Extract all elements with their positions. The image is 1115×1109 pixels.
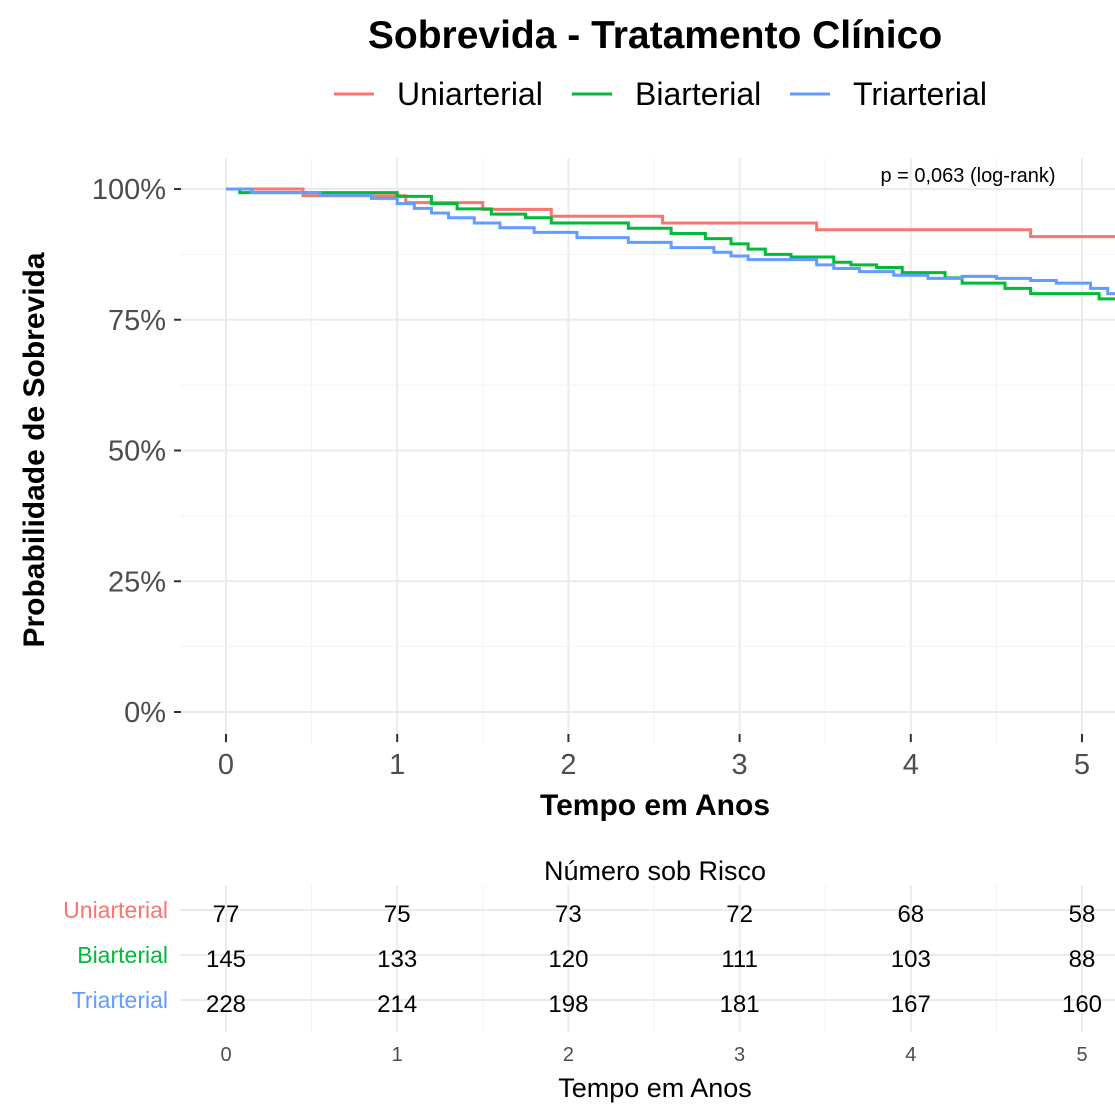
risk-table-title: Número sob Risco xyxy=(544,856,766,886)
risk-x-tick-label: 5 xyxy=(1076,1044,1087,1066)
risk-value: 181 xyxy=(720,991,760,1018)
risk-value: 145 xyxy=(206,946,246,973)
plot-grid xyxy=(180,158,1115,744)
risk-value: 88 xyxy=(1069,946,1096,973)
risk-table-x-title: Tempo em Anos xyxy=(558,1073,752,1103)
legend-label-biarterial: Biarterial xyxy=(635,76,761,112)
risk-value: 120 xyxy=(548,946,588,973)
risk-value: 160 xyxy=(1062,991,1102,1018)
x-tick-label: 4 xyxy=(903,749,919,781)
legend-label-triarterial: Triarterial xyxy=(853,76,987,112)
risk-value: 133 xyxy=(377,946,417,973)
x-tick-label: 5 xyxy=(1074,749,1090,781)
risk-x-tick-label: 4 xyxy=(905,1044,916,1066)
x-tick-label: 1 xyxy=(389,749,405,781)
plot-lines xyxy=(226,187,1115,301)
risk-value: 167 xyxy=(891,991,931,1018)
risk-value: 68 xyxy=(897,901,924,928)
risk-value: 198 xyxy=(548,991,588,1018)
y-tick-label: 50% xyxy=(108,436,166,468)
series-line-triarterial xyxy=(226,187,1115,296)
risk-value: 103 xyxy=(891,946,931,973)
legend-label-uniarterial: Uniarterial xyxy=(397,76,543,112)
y-tick-label: 100% xyxy=(92,174,166,206)
legend: Uniarterial Biarterial Triarterial xyxy=(334,76,987,112)
risk-row-label-biarterial: Biarterial xyxy=(77,942,168,968)
risk-value: 77 xyxy=(213,901,240,928)
y-tick-label: 0% xyxy=(124,697,166,729)
risk-value: 58 xyxy=(1069,901,1096,928)
risk-value: 75 xyxy=(384,901,411,928)
risk-x-tick-label: 2 xyxy=(563,1044,574,1066)
x-tick-label: 2 xyxy=(560,749,576,781)
x-tick-label: 0 xyxy=(218,749,234,781)
x-tick-label: 3 xyxy=(732,749,748,781)
y-tick-label: 75% xyxy=(108,305,166,337)
y-tick-label: 25% xyxy=(108,566,166,598)
risk-x-tick-label: 3 xyxy=(734,1044,745,1066)
risk-row-label-triarterial: Triarterial xyxy=(72,987,168,1013)
risk-row-label-uniarterial: Uniarterial xyxy=(63,897,168,923)
risk-x-tick-label: 1 xyxy=(392,1044,403,1066)
risk-value: 73 xyxy=(555,901,582,928)
risk-value: 228 xyxy=(206,991,246,1018)
p-value-annotation: p = 0,063 (log-rank) xyxy=(880,165,1055,187)
risk-value: 111 xyxy=(721,946,757,973)
chart-title: Sobrevida - Tratamento Clínico xyxy=(368,14,942,57)
risk-x-tick-label: 0 xyxy=(220,1044,231,1066)
plot-axes: 0% 25% 50% 75% 100% 0 1 2 3 4 5 xyxy=(92,174,1090,781)
risk-value: 214 xyxy=(377,991,417,1018)
x-axis-title: Tempo em Anos xyxy=(540,789,770,822)
y-axis-title: Probabilidade de Sobrevida xyxy=(18,252,51,647)
risk-value: 72 xyxy=(726,901,753,928)
risk-table-grid xyxy=(180,885,1115,1032)
